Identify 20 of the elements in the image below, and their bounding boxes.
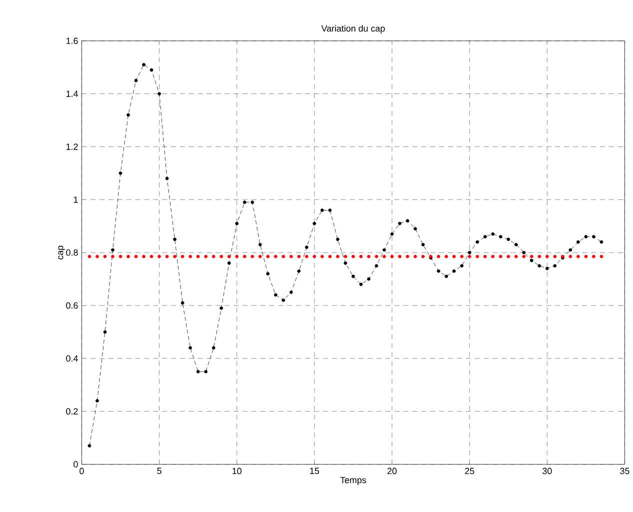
chart-title: Variation du cap xyxy=(321,24,385,34)
y-tick-label: 1.6 xyxy=(66,38,78,44)
x-tick-label: 30 xyxy=(542,468,552,474)
x-tick-label: 5 xyxy=(157,468,162,474)
y-tick-label: 0.6 xyxy=(66,302,78,309)
y-tick-label: 0.4 xyxy=(66,355,78,362)
x-tick-label: 20 xyxy=(387,468,397,474)
x-tick-label: 25 xyxy=(465,468,474,474)
y-tick-label: 0.2 xyxy=(66,408,78,414)
y-tick-label: 1 xyxy=(74,196,78,203)
y-tick-label: 1.2 xyxy=(66,144,78,150)
x-tick-label: 10 xyxy=(232,468,242,474)
y-tick-label: 0.8 xyxy=(66,249,78,256)
x-tick-label: 35 xyxy=(620,468,630,474)
y-tick-label: 1.4 xyxy=(66,90,78,97)
y-tick-label: 0 xyxy=(74,461,78,468)
x-tick-label: 15 xyxy=(310,468,320,474)
y-axis-title: cap xyxy=(58,246,65,260)
x-tick-label: 0 xyxy=(80,468,84,474)
x-axis-title: Temps xyxy=(340,476,366,485)
